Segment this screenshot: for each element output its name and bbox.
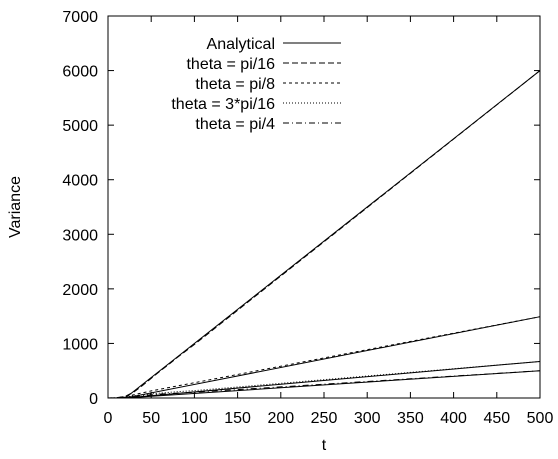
legend: Analytical theta = pi/16 theta = pi/8 theta… (171, 36, 341, 133)
x-tick-label: 0 (104, 410, 113, 427)
series-line-1 (107, 70, 541, 399)
x-tick-label: 100 (181, 410, 208, 427)
y-axis-title: Variance (7, 176, 24, 238)
y-tick-label: 2000 (62, 282, 98, 299)
legend-label: Analytical (207, 36, 275, 53)
series-layer (107, 70, 541, 399)
y-tick-label: 4000 (62, 173, 98, 190)
x-axis-title: t (322, 437, 327, 454)
x-tick-label: 400 (440, 410, 467, 427)
x-tick-label: 200 (267, 410, 294, 427)
legend-label: theta = pi/8 (195, 76, 275, 93)
plot-frame (107, 15, 541, 399)
legend-label: theta = pi/4 (195, 116, 275, 133)
x-tick-label: 250 (311, 410, 338, 427)
y-tick-label: 3000 (62, 227, 98, 244)
x-tick-label: 150 (224, 410, 251, 427)
series-line-2 (107, 316, 541, 399)
y-tick-label: 1000 (62, 336, 98, 353)
legend-label: theta = pi/16 (186, 56, 275, 73)
series-line-0 (108, 70, 541, 399)
x-tick-label: 300 (354, 410, 381, 427)
y-tick-label: 7000 (62, 9, 98, 26)
x-tick-label: 450 (483, 410, 510, 427)
y-tick-label: 5000 (62, 118, 98, 135)
x-tick-label: 350 (397, 410, 424, 427)
legend-label: theta = 3*pi/16 (171, 96, 275, 113)
y-tick-label: 6000 (62, 64, 98, 81)
y-tick-label: 0 (89, 391, 98, 408)
x-tick-label: 50 (142, 410, 160, 427)
x-tick-label: 500 (527, 410, 554, 427)
axis-ticks: 0 50 100 150 200 250 300 350 400 450 5000100020003… (62, 9, 553, 427)
series-line-3 (107, 360, 541, 399)
